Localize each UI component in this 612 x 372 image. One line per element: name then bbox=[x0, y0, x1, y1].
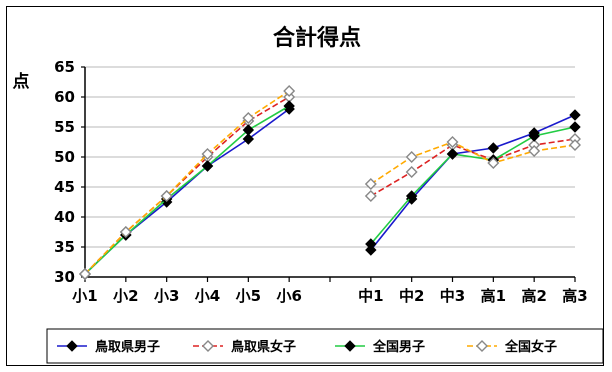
axes bbox=[81, 66, 576, 282]
chart-title: 合計得点 bbox=[273, 25, 361, 51]
x-tick-label: 小6 bbox=[276, 287, 301, 305]
legend-item-1: 鳥取県男子 bbox=[57, 339, 160, 355]
series-lines bbox=[79, 85, 581, 280]
data-point bbox=[365, 238, 377, 250]
y-tick-label: 30 bbox=[54, 268, 75, 286]
x-tick-label: 小2 bbox=[113, 287, 138, 305]
series-1 bbox=[79, 103, 581, 280]
chart-container: 合計得点 点 30 35 40 45 50 55 60 65 小1 小2 小3 小4 小5 小6 中1 中2… bbox=[6, 6, 604, 366]
data-point bbox=[569, 109, 581, 121]
series-line bbox=[370, 126, 576, 245]
data-point bbox=[201, 148, 214, 160]
x-tick-label: 高2 bbox=[521, 287, 546, 305]
y-tick-label: 40 bbox=[54, 208, 75, 226]
legend-label: 全国男子 bbox=[372, 339, 425, 355]
x-tick-label: 小5 bbox=[236, 287, 261, 305]
x-tick-label: 中1 bbox=[358, 287, 383, 305]
series-line bbox=[84, 108, 290, 275]
y-axis-label: 点 bbox=[13, 71, 30, 92]
x-tick-labels: 小1 小2 小3 小4 小5 小6 中1 中2 中3 高1 高2 高3 bbox=[72, 287, 587, 305]
x-tick-label: 小3 bbox=[154, 287, 179, 305]
legend-label: 鳥取県女子 bbox=[231, 339, 296, 355]
data-point bbox=[487, 142, 500, 154]
series-3 bbox=[79, 100, 581, 280]
x-tick-label: 高3 bbox=[562, 287, 587, 305]
series-line bbox=[84, 90, 290, 275]
data-point bbox=[364, 178, 377, 190]
data-point bbox=[242, 133, 255, 145]
series-2 bbox=[79, 91, 581, 280]
data-point bbox=[365, 244, 377, 256]
series-line bbox=[370, 141, 576, 185]
series-4 bbox=[79, 85, 581, 280]
data-point bbox=[446, 136, 459, 148]
data-point bbox=[405, 190, 418, 202]
series-line bbox=[370, 138, 576, 197]
x-tick-label: 高1 bbox=[481, 287, 506, 305]
data-point bbox=[528, 145, 541, 157]
data-point bbox=[242, 124, 255, 136]
legend-label: 鳥取県男子 bbox=[95, 339, 160, 355]
y-tick-label: 65 bbox=[54, 58, 75, 76]
y-tick-label: 60 bbox=[54, 88, 75, 106]
data-point bbox=[364, 190, 377, 202]
x-tick-label: 中3 bbox=[440, 287, 465, 305]
data-point bbox=[79, 268, 91, 280]
line-chart: 合計得点 点 30 35 40 45 50 55 60 65 小1 小2 小3 小4 小5 小6 中1 中2… bbox=[13, 25, 604, 364]
x-tick-label: 中2 bbox=[399, 287, 424, 305]
data-point bbox=[569, 121, 581, 133]
data-point bbox=[569, 139, 581, 151]
y-tick-labels: 30 35 40 45 50 55 60 65 bbox=[54, 58, 75, 286]
x-tick-label: 小4 bbox=[195, 287, 220, 305]
legend-box bbox=[46, 328, 604, 364]
series-line bbox=[84, 105, 290, 275]
y-tick-label: 50 bbox=[54, 148, 75, 166]
x-tick-label: 小1 bbox=[72, 287, 97, 305]
legend-item-4: 全国女子 bbox=[467, 339, 557, 355]
legend: 鳥取県男子 鳥取県女子 全国男子 全国女子 bbox=[46, 328, 604, 364]
y-tick-label: 35 bbox=[54, 238, 75, 256]
legend-marker bbox=[66, 340, 78, 352]
y-tick-label: 45 bbox=[54, 178, 75, 196]
legend-marker bbox=[202, 340, 214, 352]
data-point bbox=[201, 160, 214, 172]
data-point bbox=[283, 85, 296, 97]
legend-marker bbox=[344, 340, 356, 352]
legend-item-2: 鳥取県女子 bbox=[193, 339, 296, 355]
data-point bbox=[119, 226, 132, 238]
data-point bbox=[446, 148, 459, 160]
data-point bbox=[242, 112, 255, 124]
legend-marker bbox=[476, 340, 488, 352]
legend-item-3: 全国男子 bbox=[335, 339, 425, 355]
data-point bbox=[405, 166, 418, 178]
gridlines bbox=[85, 66, 575, 248]
data-point bbox=[528, 130, 540, 142]
data-point bbox=[283, 100, 295, 112]
y-tick-label: 55 bbox=[54, 118, 75, 136]
legend-label: 全国女子 bbox=[504, 339, 557, 355]
data-point bbox=[487, 157, 500, 169]
data-point bbox=[405, 151, 418, 163]
series-line bbox=[370, 114, 576, 251]
data-point bbox=[160, 190, 173, 202]
